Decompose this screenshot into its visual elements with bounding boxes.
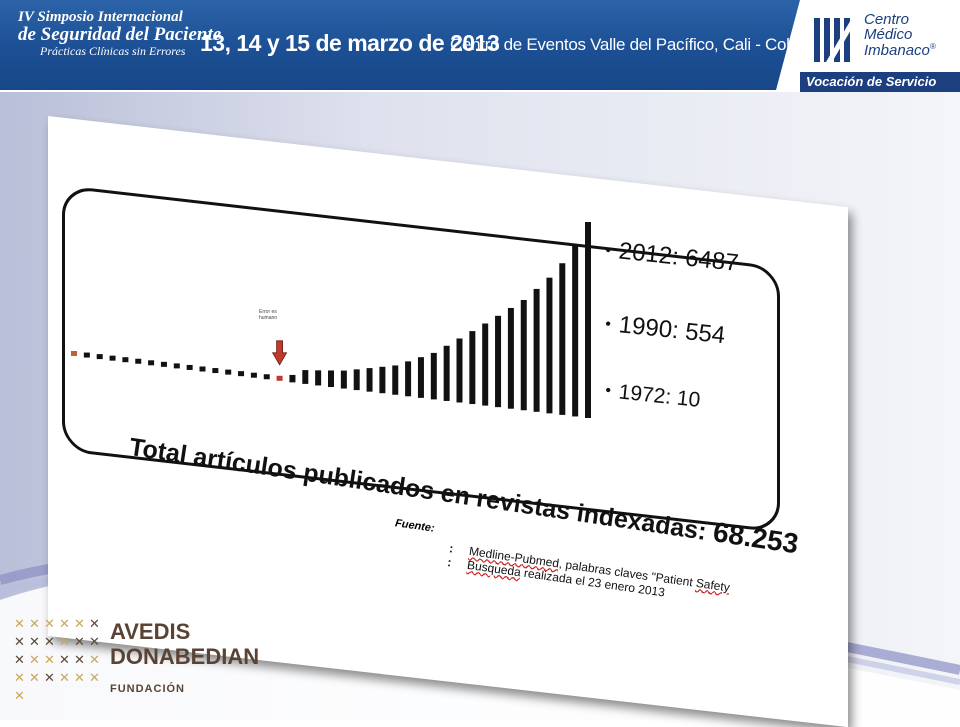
x-mark-icon: ✕ (14, 634, 25, 649)
x-mark-icon: ✕ (59, 634, 70, 649)
symposium-title: IV Simposio Internacional de Seguridad d… (18, 9, 222, 58)
x-mark-icon: ✕ (29, 634, 40, 649)
x-mark-icon: ✕ (74, 670, 85, 685)
x-mark-icon: ✕ (44, 616, 55, 631)
bullet-dot-icon: • (604, 315, 612, 333)
x-mark-icon: ✕ (89, 634, 100, 649)
header-banner: IV Simposio Internacional de Seguridad d… (0, 0, 960, 92)
cmi-name: Centro Médico Imbanaco® (864, 11, 936, 59)
bullet-dot-icon: • (604, 382, 612, 401)
avedis-fundacion: FUNDACIÓN (110, 683, 185, 695)
x-mark-icon: ✕ (59, 670, 70, 685)
x-mark-icon: ✕ (89, 670, 100, 685)
bullet-dot-icon: • (604, 241, 612, 260)
symposium-line-3: Prácticas Clínicas sin Errores (40, 43, 186, 58)
x-mark-icon: ✕ (59, 652, 70, 667)
x-mark-icon: ✕ (74, 616, 85, 631)
x-mark-icon: ✕ (74, 652, 85, 667)
x-mark-icon: ✕ (44, 670, 55, 685)
avedis-name-line-1: AVEDIS (110, 619, 191, 644)
symposium-line-2: de Seguridad del Paciente (18, 24, 222, 46)
x-mark-icon: ✕ (29, 652, 40, 667)
x-mark-icon: ✕ (74, 634, 85, 649)
cmi-name-line-1: Centro (864, 11, 910, 28)
event-dates: 13, 14 y 15 de marzo de 2013 (200, 30, 500, 56)
annotation-label: Error es humano (259, 309, 278, 321)
x-mark-icon: ✕ (44, 652, 55, 667)
avedis-name: AVEDIS DONABEDIAN (110, 619, 259, 670)
cmi-name-line-2: Médico (864, 26, 913, 44)
symposium-line-1: IV Simposio Internacional (18, 9, 183, 25)
x-mark-icon: ✕ (29, 616, 40, 631)
cmi-name-line-3-text: Imbanaco (864, 41, 930, 59)
x-mark-icon: ✕ (89, 616, 100, 631)
x-mark-icon: ✕ (14, 688, 25, 703)
x-mark-icon: ✕ (59, 616, 70, 631)
x-mark-icon: ✕ (14, 616, 25, 631)
event-venue: Centro de Eventos Valle del Pacífico, Ca… (450, 35, 835, 54)
cmi-name-line-3: Imbanaco® (864, 41, 936, 59)
cmi-tagline: Vocación de Servicio (800, 72, 960, 92)
x-mark-icon: ✕ (29, 670, 40, 685)
avedis-name-line-2: DONABEDIAN (110, 644, 260, 670)
x-mark-icon: ✕ (89, 652, 100, 667)
x-mark-icon: ✕ (14, 670, 25, 685)
header-blue-band (0, 0, 800, 90)
registered-mark: ® (929, 41, 936, 51)
x-mark-icon: ✕ (14, 652, 25, 667)
avedis-x-pattern-icon: ✕ ✕ ✕ ✕ ✕ ✕ ✕ ✕ ✕ ✕ ✕ ✕ ✕ ✕ ✕ ✕ ✕ ✕ ✕ ✕ ✕ ✕ ✕ ✕ ✕ (12, 615, 102, 705)
x-mark-icon: ✕ (44, 634, 55, 649)
cmi-logo-icon (812, 14, 858, 66)
